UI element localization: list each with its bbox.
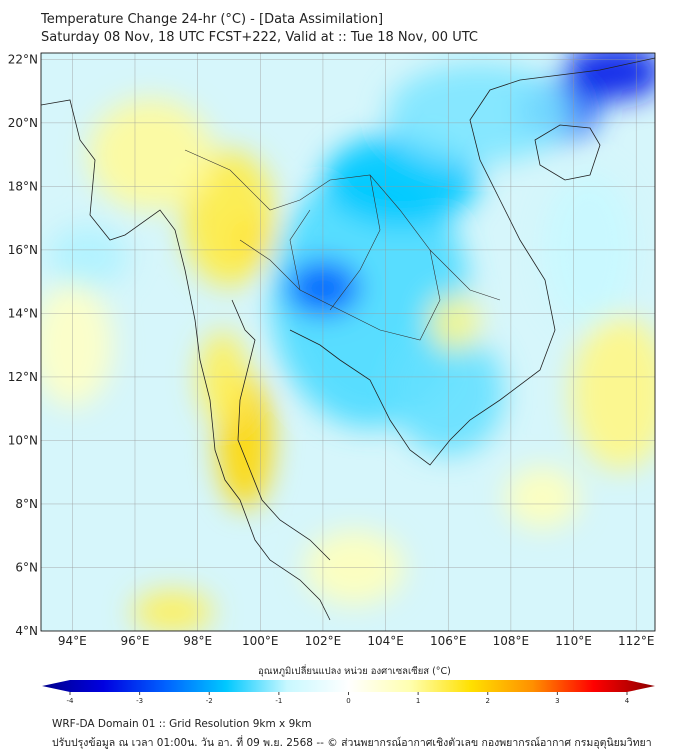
temperature-anomaly-region [47, 225, 129, 288]
longitude-label: 100°E [242, 634, 279, 648]
latitude-label: 18°N [8, 179, 38, 193]
temperature-anomaly-region [564, 53, 655, 100]
latitude-label: 14°N [8, 306, 38, 320]
colorbar-tick-label: -4 [67, 697, 75, 705]
latitude-label: 16°N [8, 243, 38, 257]
coastline-mainland [41, 57, 655, 621]
longitude-label: 96°E [121, 634, 150, 648]
latitude-label: 10°N [8, 433, 38, 447]
colorbar-tick-label: -2 [206, 697, 213, 705]
map-frame [40, 52, 656, 632]
temperature-anomaly-region [132, 590, 213, 631]
longitude-label: 94°E [58, 634, 87, 648]
temperature-anomaly-region [505, 466, 580, 529]
border-lines [184, 149, 501, 341]
colorbar-tick-label: -3 [136, 697, 143, 705]
colorbar-tick-label: 2 [486, 697, 490, 705]
colorbar-tick-label: 0 [346, 697, 350, 705]
longitude-label: 102°E [305, 634, 342, 648]
footer-model-info: WRF-DA Domain 01 :: Grid Resolution 9km … [52, 718, 312, 730]
latitude-label: 12°N [8, 370, 38, 384]
footer-credit: ปรับปรุงข้อมูล ณ เวลา 01:00น. วัน อา. ที… [52, 737, 652, 749]
colorbar-tick-label: 1 [416, 697, 420, 705]
longitude-label: 104°E [367, 634, 404, 648]
colorbar-tick-label: 3 [555, 697, 559, 705]
colorbar-tick-label: 4 [625, 697, 630, 705]
temperature-anomaly-region [182, 149, 276, 287]
longitude-label: 106°E [430, 634, 467, 648]
colorbar-label: อุณหภูมิเปลี่ยนแปลง หน่วย องศาเซลเซียส (… [258, 666, 451, 677]
latitude-label: 6°N [15, 560, 38, 574]
longitude-label: 112°E [618, 634, 655, 648]
map-subtitle: Saturday 08 Nov, 18 UTC FCST+222, Valid … [41, 30, 478, 45]
map-title: Temperature Change 24-hr (°C) - [Data As… [41, 12, 384, 27]
colorbar-gradient [42, 680, 655, 692]
coastline-hainan [534, 124, 601, 181]
temperature-anomaly-region [88, 98, 213, 211]
latitude-label: 20°N [8, 116, 38, 130]
temperature-anomaly-region [429, 295, 480, 351]
colorbar: -4 -3 -2 -1 0 1 2 3 4 [42, 680, 655, 705]
temperature-anomaly-region [570, 315, 655, 471]
longitude-label: 108°E [493, 634, 530, 648]
colorbar-tick-label: -1 [275, 697, 282, 705]
temperature-change-map: 4°N 6°N 8°N 10°N 12°N 14°N 16°N 18°N 20°N 22°N 94°… [8, 52, 656, 648]
latitude-label: 4°N [15, 624, 38, 638]
temperature-anomaly-region [41, 283, 113, 408]
temperature-anomaly-region [386, 63, 573, 163]
latitude-label: 22°N [8, 52, 38, 66]
longitude-label: 110°E [555, 634, 592, 648]
longitude-label: 98°E [183, 634, 212, 648]
latitude-label: 8°N [15, 497, 38, 511]
